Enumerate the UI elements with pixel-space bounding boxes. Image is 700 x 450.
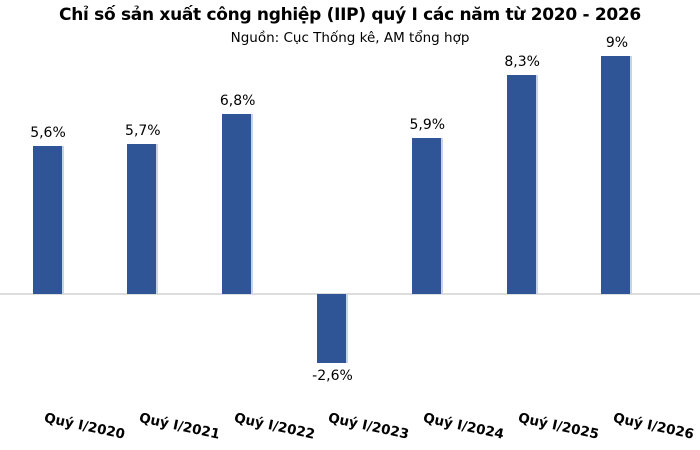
- x-axis-label: Quý I/2020: [42, 410, 127, 443]
- bar-value-label: -2,6%: [312, 367, 353, 384]
- bar-value-label: 6,8%: [219, 93, 256, 110]
- chart-subtitle: Nguồn: Cục Thống kê, AM tổng hợp: [230, 30, 470, 46]
- x-axis-label: Quý I/2023: [327, 410, 411, 443]
- bar: [32, 146, 64, 294]
- x-axis-zero-line: [0, 293, 700, 295]
- bar: [316, 294, 348, 363]
- bar-value-label: 9%: [605, 35, 629, 52]
- x-axis-label: Quý I/2024: [421, 410, 506, 443]
- bar-value-label: 5,9%: [409, 117, 446, 134]
- x-axis-label: Quý I/2025: [516, 410, 601, 443]
- bar-value-label: 5,7%: [125, 122, 161, 139]
- x-axis-label: Quý I/2026: [611, 410, 696, 443]
- bar: [506, 74, 538, 294]
- bar: [411, 138, 443, 294]
- x-axis-label: Quý I/2022: [232, 410, 316, 443]
- bar: [222, 114, 254, 294]
- bar-value-label: 8,3%: [504, 53, 540, 70]
- x-axis-label: Quý I/2021: [137, 410, 222, 443]
- bar: [601, 56, 633, 294]
- bar: [127, 143, 159, 294]
- chart-title: Chỉ số sản xuất công nghiệp (IIP) quý I …: [59, 5, 641, 25]
- bar-value-label: 5,6%: [30, 125, 66, 142]
